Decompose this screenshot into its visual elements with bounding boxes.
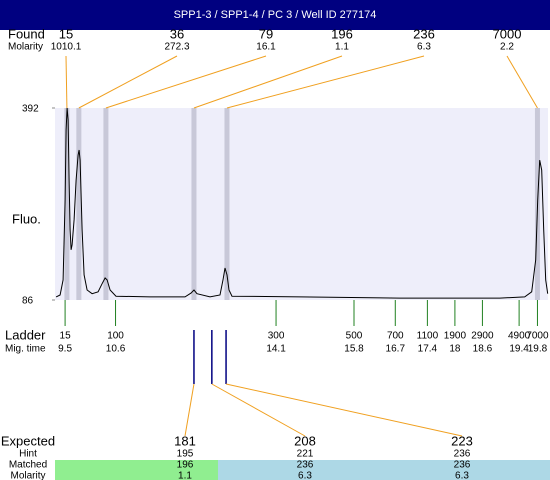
ladder-size: 300 [268, 331, 285, 342]
ladder-size: 700 [387, 331, 404, 342]
peak-connector [506, 55, 538, 109]
peak-connector [226, 55, 425, 109]
ladder-time: 19.4 [509, 344, 529, 355]
matched-band [218, 460, 550, 480]
ladder-size: 2900 [471, 331, 494, 342]
matched: 196 [177, 460, 194, 471]
found-molarity: 16.1 [256, 42, 276, 53]
hint: 221 [297, 449, 314, 460]
plot-area [55, 108, 548, 300]
ladder-size: 500 [346, 331, 363, 342]
ladder-size: 100 [107, 331, 124, 342]
hint: 236 [454, 449, 471, 460]
found-molarity: 1010.1 [51, 42, 82, 53]
ladder-label: Ladder [5, 327, 46, 342]
expected-molarity: 1.1 [178, 471, 192, 480]
ladder-time: 16.7 [386, 344, 406, 355]
trace [55, 107, 549, 299]
peak-connector [65, 55, 68, 109]
found-size: 236 [413, 26, 435, 41]
ladder-time: 9.5 [58, 344, 72, 355]
found-molarity: 2.2 [500, 42, 514, 53]
y-axis-label: Fluo. [12, 211, 41, 226]
ladder-time: 18.6 [473, 344, 493, 355]
peak-connector [193, 55, 343, 109]
expected-size: 181 [174, 433, 196, 448]
expected-size: 223 [451, 433, 473, 448]
hint: 195 [177, 449, 194, 460]
y-tick-label: 86 [22, 296, 34, 307]
ladder-time: 17.4 [418, 344, 438, 355]
expected-molarity-label: Molarity [10, 471, 45, 480]
expected-molarity: 6.3 [298, 471, 312, 480]
peak-band [103, 108, 109, 300]
found-label: Found [8, 26, 45, 41]
expected-connector [211, 383, 306, 437]
matched: 236 [297, 460, 314, 471]
ladder-time: 15.8 [344, 344, 364, 355]
header-title: SPP1-3 / SPP1-4 / PC 3 / Well ID 277174 [174, 9, 377, 21]
found-size: 36 [170, 26, 184, 41]
ladder-size: 1900 [444, 331, 467, 342]
peak-band [191, 108, 197, 300]
matched: 236 [454, 460, 471, 471]
found-molarity-label: Molarity [8, 42, 43, 53]
found-size: 15 [59, 26, 73, 41]
ladder-time: 10.6 [106, 344, 126, 355]
expected-molarity: 6.3 [455, 471, 469, 480]
ladder-time-label: Mig. time [5, 344, 46, 355]
expected-connector [184, 383, 195, 437]
header-bar [0, 0, 550, 30]
ladder-size: 7000 [526, 331, 549, 342]
found-size: 196 [331, 26, 353, 41]
ladder-time: 19.8 [528, 344, 548, 355]
found-molarity: 1.1 [335, 42, 349, 53]
expected-size: 208 [294, 433, 316, 448]
ladder-time: 18 [449, 344, 461, 355]
peak-band [224, 108, 230, 300]
hint-label: Hint [19, 449, 37, 460]
found-molarity: 272.3 [164, 42, 189, 53]
peak-connector [105, 55, 267, 109]
expected-label: Expected [1, 433, 55, 448]
found-size: 7000 [493, 26, 522, 41]
peak-band [64, 108, 70, 300]
peak-band [76, 108, 82, 300]
ladder-size: 1100 [417, 331, 439, 342]
ladder-time: 14.1 [266, 344, 286, 355]
expected-connector [225, 383, 463, 437]
ladder-size: 15 [60, 331, 72, 342]
found-size: 79 [259, 26, 273, 41]
ladder-size: 4900 [508, 331, 531, 342]
found-molarity: 6.3 [417, 42, 431, 53]
peak-connector [78, 55, 178, 109]
matched-band [55, 460, 218, 480]
y-tick-label: 392 [22, 104, 39, 115]
matched-label: Matched [9, 460, 47, 471]
